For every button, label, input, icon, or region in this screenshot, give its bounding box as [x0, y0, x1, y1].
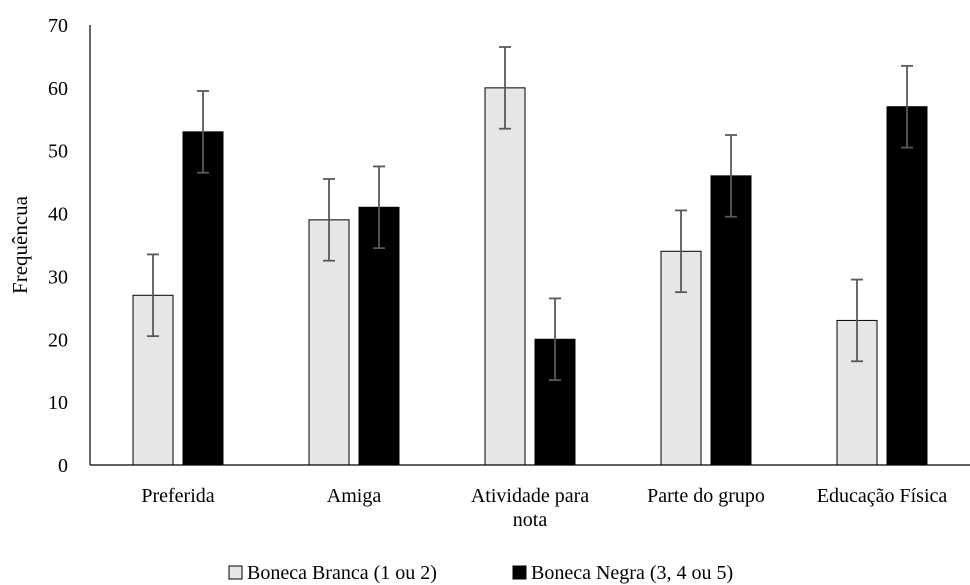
bar-boneca-negra: [710, 175, 752, 466]
legend-swatch-boneca-negra: [512, 565, 527, 580]
legend-label-boneca-branca: Boneca Branca (1 ou 2): [247, 562, 437, 584]
bar-boneca-negra: [534, 338, 576, 466]
x-tick-label: Atividade para: [471, 485, 589, 507]
y-tick-label: 20: [48, 329, 68, 351]
x-tick-label: nota: [513, 509, 548, 531]
x-tick-label: Amiga: [327, 485, 382, 507]
bar-boneca-branca: [484, 87, 526, 466]
y-tick-label: 40: [48, 204, 68, 226]
x-tick-label: Educação Física: [817, 485, 948, 507]
y-tick-label: 30: [48, 266, 68, 288]
error-bars: [147, 46, 913, 382]
legend-label-boneca-negra: Boneca Negra (3, 4 ou 5): [531, 562, 733, 584]
bars: [132, 87, 928, 466]
y-tick-label: 50: [48, 141, 68, 163]
x-tick-label: Parte do grupo: [647, 485, 765, 507]
y-axis-ticks: 0 10 20 30 40 50 60 70: [48, 15, 68, 477]
y-axis-label: Frequêncua: [8, 195, 32, 294]
y-tick-label: 60: [48, 78, 68, 100]
y-tick-label: 10: [48, 392, 68, 414]
legend: Boneca Branca (1 ou 2) Boneca Negra (3, …: [228, 562, 733, 584]
legend-swatch-boneca-branca: [228, 565, 243, 580]
y-tick-label: 70: [48, 15, 68, 37]
x-tick-label: Preferida: [141, 485, 214, 507]
axes: [89, 25, 970, 466]
y-tick-label: 0: [58, 455, 68, 477]
bar-boneca-negra: [886, 106, 928, 466]
bar-boneca-negra: [182, 131, 224, 466]
